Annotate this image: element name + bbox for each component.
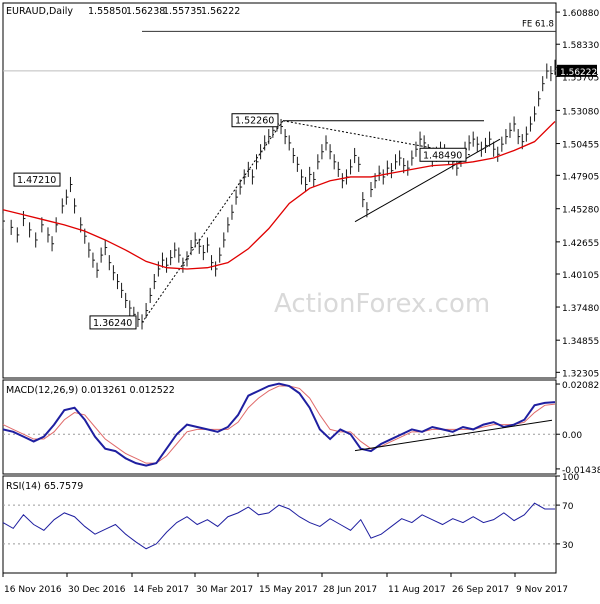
- x-tick-label: 14 Feb 2017: [133, 585, 189, 595]
- price-panel-frame: [2, 2, 557, 379]
- x-tick-label: 9 Nov 2017: [516, 585, 568, 595]
- x-tick-label: 28 Jun 2017: [323, 585, 377, 595]
- price-annotation-label: 1.52260: [235, 116, 274, 127]
- last-price-tag: [557, 64, 597, 77]
- x-tick-label: 15 May 2017: [259, 585, 318, 595]
- dotted-projection-line: [141, 120, 284, 323]
- price-tick-label: 1.50455: [562, 141, 599, 151]
- price-annotation-box: [89, 315, 137, 330]
- macd-tick-label: 0.00: [562, 431, 582, 441]
- x-tick-label: 30 Dec 2016: [68, 585, 126, 595]
- macd-trendline: [354, 419, 553, 452]
- macd-tick-label: -0.014386: [562, 466, 600, 476]
- rsi-title: RSI(14) 65.7579: [6, 481, 83, 492]
- rsi-tick-label: 30: [562, 541, 574, 551]
- price-title: EURAUD,Daily: [6, 6, 73, 17]
- ohlc-value: 1.56222: [201, 6, 240, 17]
- x-tick-label: 11 Aug 2017: [388, 585, 446, 595]
- price-tick-label: 1.32305: [562, 369, 599, 379]
- moving-average-line: [2, 121, 556, 270]
- price-annotation-label: 1.36240: [93, 318, 132, 329]
- rsi-tick-label: 100: [562, 473, 579, 483]
- rsi-tick-label: 70: [562, 502, 574, 512]
- price-annotation-box: [13, 172, 61, 187]
- price-annotation-box: [419, 147, 467, 162]
- price-tick-label: 1.53080: [562, 107, 599, 117]
- price-tick-label: 1.58330: [562, 41, 599, 51]
- macd-panel-frame: [2, 379, 557, 475]
- macd-tick-label: 0.020827: [562, 381, 600, 391]
- macd-line: [2, 382, 556, 467]
- x-tick-label: 26 Sep 2017: [452, 585, 509, 595]
- price-tick-label: 1.34855: [562, 337, 599, 347]
- price-annotation-box: [231, 113, 279, 128]
- last-price-label: 1.56222: [560, 68, 597, 78]
- support-trendline: [354, 138, 501, 223]
- price-tick-label: 1.60880: [562, 9, 599, 19]
- ohlc-value: 1.56238: [126, 6, 165, 17]
- ohlc-value: 1.55850: [88, 6, 127, 17]
- ohlc-value: 1.55735: [163, 6, 202, 17]
- rsi-line: [2, 502, 555, 550]
- price-tick-label: 1.40105: [562, 271, 599, 281]
- price-annotation-label: 1.48490: [423, 150, 462, 161]
- x-tick-label: 16 Nov 2016: [4, 585, 62, 595]
- watermark-text: ActionForex.com: [274, 289, 490, 319]
- price-tick-label: 1.42655: [562, 239, 599, 249]
- fe-618-label: FE 61.8: [522, 19, 554, 29]
- x-tick-label: 30 Mar 2017: [196, 585, 253, 595]
- macd-signal-line: [2, 385, 556, 464]
- price-tick-label: 1.45280: [562, 206, 599, 216]
- price-tick-label: 1.47905: [562, 172, 599, 182]
- price-annotation-label: 1.47210: [17, 175, 56, 186]
- macd-title: MACD(12,26,9) 0.013261 0.012522: [6, 385, 175, 396]
- price-tick-label: 1.55705: [562, 73, 599, 83]
- price-tick-label: 1.37480: [562, 304, 599, 314]
- rsi-panel-frame: [2, 475, 557, 574]
